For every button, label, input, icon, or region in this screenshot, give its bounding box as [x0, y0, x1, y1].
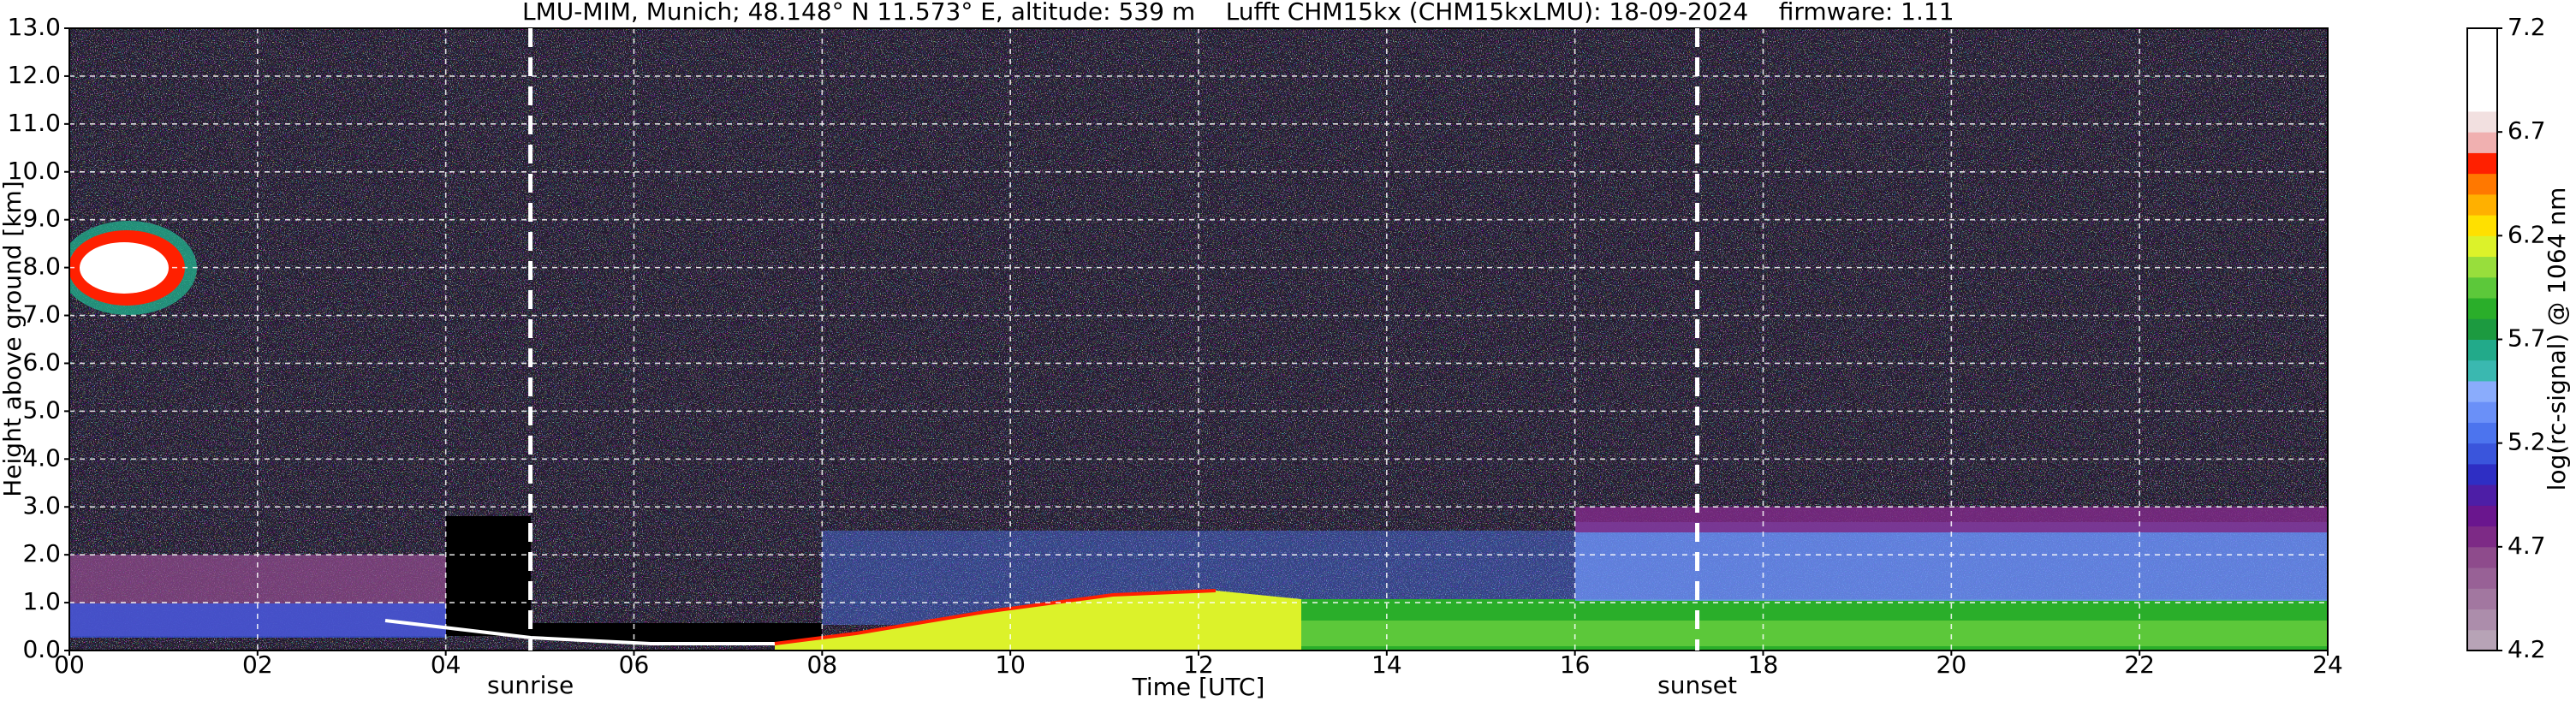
colorbar-segment — [2467, 505, 2497, 527]
colorbar-segment — [2467, 546, 2497, 568]
colorbar-segment — [2467, 629, 2497, 651]
colorbar-segment — [2467, 152, 2497, 175]
y-tick-label: 2.0 — [22, 539, 61, 567]
y-tick-label: 3.0 — [22, 491, 61, 520]
colorbar-segment — [2467, 339, 2497, 361]
colorbar-segment — [2467, 609, 2497, 631]
y-axis-label: Height above ground [km] — [0, 181, 27, 497]
y-tick-label: 0.0 — [22, 635, 61, 663]
boundary-layer — [1301, 621, 2328, 646]
layer-edge — [384, 619, 822, 645]
y-tick-label: 10.0 — [8, 157, 61, 185]
colorbar-segment — [2467, 588, 2497, 610]
dark-region — [446, 516, 531, 636]
colorbar-segment — [2467, 567, 2497, 589]
colorbar-segment — [2467, 318, 2497, 340]
y-tick-label: 1.0 — [22, 587, 61, 615]
colorbar-segment — [2467, 256, 2497, 278]
colorbar-tick-label: 6.7 — [2508, 116, 2546, 145]
y-tick-label: 6.0 — [22, 348, 61, 376]
chart-title: LMU-MIM, Munich; 48.148° N 11.573° E, al… — [522, 0, 1954, 26]
colorbar-segment — [2467, 49, 2497, 70]
colorbar-segment — [2467, 276, 2497, 299]
colorbar-segment — [2467, 193, 2497, 216]
colorbar-label: log(rc-signal) @ 1064 nm — [2543, 187, 2571, 491]
y-tick-label: 11.0 — [8, 109, 61, 137]
colorbar-segment — [2467, 90, 2497, 112]
y-tick-label: 9.0 — [22, 205, 61, 233]
colorbar-segment — [2467, 235, 2497, 258]
grid — [68, 27, 2329, 651]
y-tick-label: 12.0 — [8, 61, 61, 89]
colorbar-segment — [2467, 380, 2497, 402]
y-tick-label: 5.0 — [22, 395, 61, 424]
colorbar-tick-label: 7.2 — [2508, 13, 2546, 41]
colorbar-segment — [2467, 359, 2497, 382]
y-tick-label: 8.0 — [22, 253, 61, 281]
colorbar-segment — [2467, 298, 2497, 319]
y-tick-label: 7.0 — [22, 300, 61, 329]
colorbar-segment — [2467, 132, 2497, 153]
colorbar-tick-label: 5.7 — [2508, 324, 2546, 353]
x-axis-label: Time [UTC] — [1132, 673, 1265, 701]
colorbar-tick-label: 5.2 — [2508, 428, 2546, 456]
colorbar-segment — [2467, 484, 2497, 506]
colorbar-tick-label: 6.2 — [2508, 220, 2546, 248]
annotation-label: sunset — [1657, 671, 1737, 699]
residual-layer — [1575, 507, 2328, 532]
colorbar-segment — [2467, 463, 2497, 485]
colorbar-segment — [2467, 443, 2497, 465]
colorbar-segment — [2467, 110, 2497, 133]
y-tick-label: 13.0 — [8, 13, 61, 41]
colorbar-segment — [2467, 526, 2497, 548]
boundary-layer — [775, 591, 1301, 651]
colorbar-tick-label: 4.2 — [2508, 635, 2546, 663]
colorbar-segment — [2467, 422, 2497, 444]
y-tick-label: 4.0 — [22, 443, 61, 472]
colorbar-tick-label: 4.7 — [2508, 532, 2546, 560]
dark-region — [531, 623, 822, 644]
colorbar-segment — [2467, 69, 2497, 92]
aerosol-layer — [69, 603, 446, 638]
colorbar-segment — [2467, 401, 2497, 423]
signal-field — [69, 28, 2328, 651]
annotation-label: sunrise — [487, 671, 574, 699]
layer-edge — [774, 589, 1217, 645]
colorbar-segment — [2467, 28, 2497, 50]
colorbar-segment — [2467, 215, 2497, 236]
colorbar-segment — [2467, 173, 2497, 195]
